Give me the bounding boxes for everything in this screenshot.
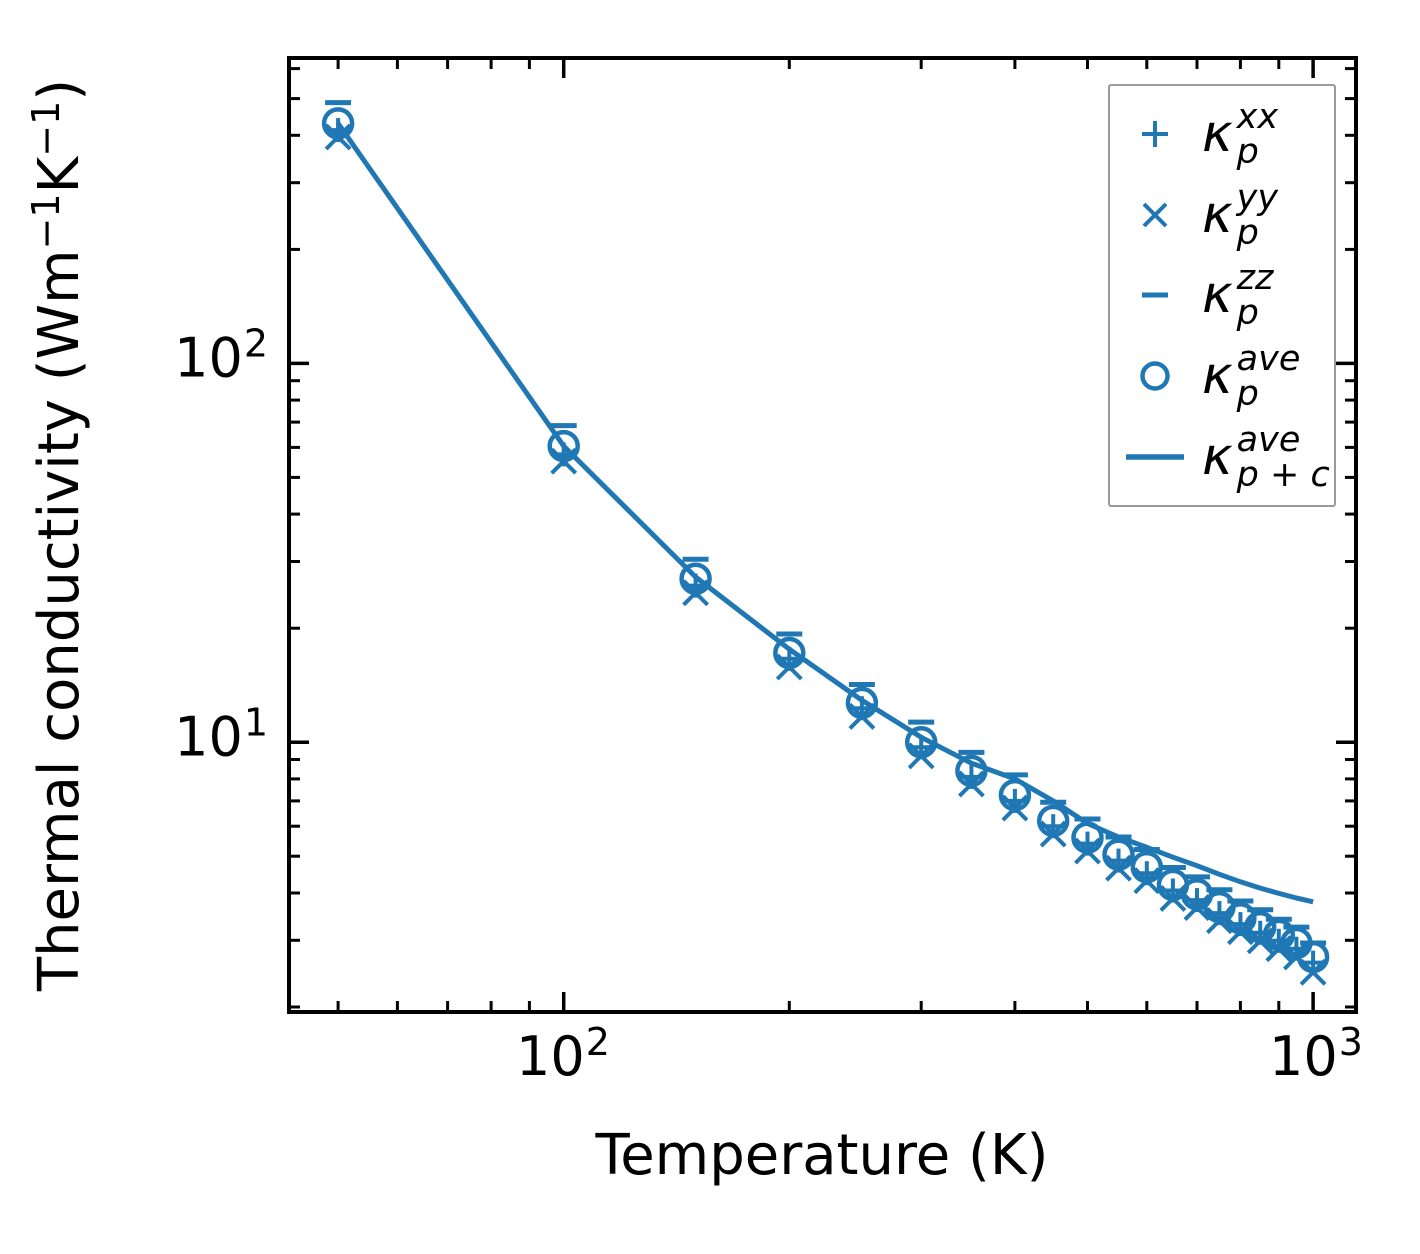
cross-marker-icon — [1142, 202, 1168, 228]
legend: κ xx p κ yy p κ zz p κ ave p κ ave p + c — [1108, 84, 1336, 507]
legend-label: κ zz p — [1202, 258, 1274, 334]
plus-marker-icon — [1142, 120, 1168, 147]
plot-frame — [287, 56, 1358, 1014]
legend-label: κ yy p — [1202, 177, 1279, 253]
y-tick-label-100: 102 — [174, 321, 268, 390]
legend-label: κ xx p — [1202, 96, 1279, 172]
kappa-ave-markers — [321, 107, 1330, 974]
legend-label: κ ave p + c — [1202, 420, 1330, 496]
x-tick-label-100: 102 — [516, 1020, 610, 1088]
legend-item-kappa-p-plus-c-ave: κ ave p + c — [1120, 418, 1334, 496]
line-sample-icon — [1126, 454, 1184, 460]
x-tick-label-1000: 103 — [1269, 1020, 1363, 1088]
y-tick-label-10: 101 — [174, 700, 268, 769]
y-axis-label: Thermal conductivity (Wm−1K−1) — [23, 78, 92, 992]
legend-item-kappa-yy: κ yy p — [1120, 176, 1334, 254]
legend-item-kappa-xx: κ xx p — [1120, 95, 1334, 173]
circle-marker-icon — [1140, 361, 1170, 392]
legend-label: κ ave p — [1202, 339, 1301, 415]
dash-marker-icon — [1142, 292, 1168, 298]
legend-item-kappa-zz: κ zz p — [1120, 256, 1334, 334]
legend-item-kappa-ave: κ ave p — [1120, 337, 1334, 415]
x-axis-label: Temperature (K) — [595, 1123, 1049, 1188]
